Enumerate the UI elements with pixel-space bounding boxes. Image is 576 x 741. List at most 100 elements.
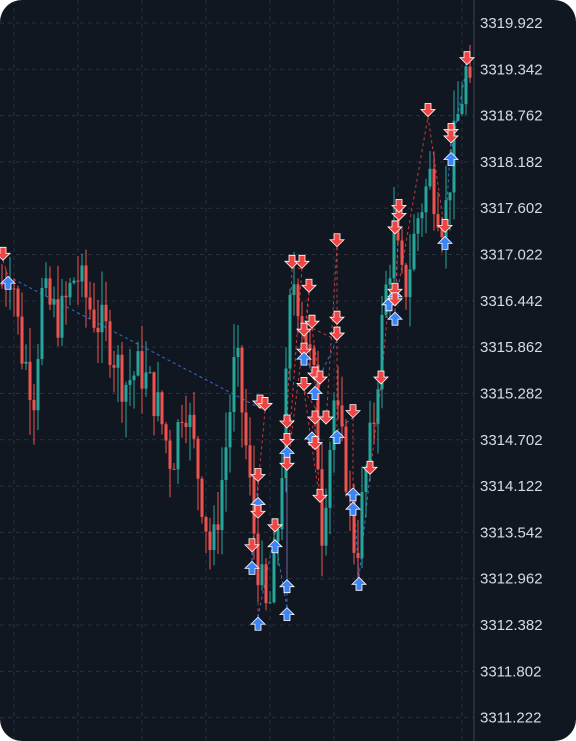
candle-body: [224, 447, 228, 480]
price-tick-label: 3315.282: [480, 385, 543, 402]
candle-body: [380, 314, 384, 390]
candle-body: [72, 280, 76, 283]
buy-arrow-icon: [351, 576, 367, 591]
candle-body: [52, 299, 56, 305]
candle-body: [148, 372, 152, 374]
candle-body: [252, 477, 256, 534]
candle-body: [268, 602, 272, 604]
buy-arrow-icon: [296, 351, 312, 366]
candle-body: [324, 507, 328, 546]
grid: [0, 0, 475, 741]
price-tick-label: 3313.542: [480, 524, 543, 541]
sell-arrow-icon: [420, 103, 436, 118]
candle-body: [420, 212, 424, 219]
sell-arrow-icon: [312, 488, 328, 503]
candle-body: [440, 227, 444, 238]
candle-body: [164, 424, 168, 441]
sell-arrow-icon: [312, 370, 328, 385]
candle-body: [260, 564, 264, 586]
candle-body: [240, 347, 244, 413]
sell-arrow-icon: [244, 538, 260, 553]
candle-body: [192, 414, 196, 439]
candle-body: [180, 422, 184, 424]
candle-body: [132, 375, 136, 381]
trade-markers: [0, 51, 475, 631]
candle-body: [208, 531, 212, 551]
sell-arrow-icon: [296, 377, 312, 392]
candle-body: [392, 220, 396, 279]
candle-body: [172, 468, 176, 470]
candle-body: [56, 299, 60, 338]
sell-arrow-icon: [329, 233, 345, 248]
candle-body: [288, 295, 292, 369]
buy-arrow-icon: [250, 616, 266, 631]
buy-arrow-icon: [244, 560, 260, 575]
candle-body: [60, 295, 64, 338]
candle-body: [412, 233, 416, 270]
sell-arrow-icon: [373, 370, 389, 385]
candle-body: [244, 412, 248, 446]
sell-arrow-icon: [362, 460, 378, 475]
candle-body: [184, 422, 188, 428]
candle-body: [220, 479, 224, 531]
candle-body: [456, 114, 460, 121]
trade-link: [444, 136, 452, 237]
trade-link: [427, 116, 446, 233]
candle-body: [292, 284, 296, 296]
candle-body: [144, 372, 148, 389]
candle-body: [160, 392, 164, 425]
candle-body: [352, 496, 356, 553]
sell-arrow-icon: [387, 292, 403, 307]
candle-body: [88, 297, 92, 310]
candle-body: [312, 348, 316, 365]
candle-body: [128, 380, 132, 385]
buy-arrow-icon: [387, 311, 403, 326]
candle-body: [360, 491, 364, 559]
candle-body: [344, 426, 348, 492]
price-tick-label: 3318.762: [480, 108, 543, 125]
candle-body: [388, 278, 392, 285]
sell-arrow-icon: [329, 310, 345, 325]
price-tick-label: 3311.802: [480, 663, 541, 680]
candle-body: [212, 524, 216, 551]
sell-arrow-icon: [301, 278, 317, 293]
price-tick-label: 3312.962: [480, 571, 543, 588]
buy-arrow-icon: [279, 607, 295, 622]
buy-arrow-icon: [345, 501, 361, 516]
candle-body: [404, 264, 408, 298]
price-tick-label: 3316.442: [480, 293, 543, 310]
sell-arrow-icon: [307, 410, 323, 425]
candle-body: [48, 278, 52, 305]
buy-arrow-icon: [267, 539, 283, 554]
sell-arrow-icon: [345, 404, 361, 419]
candle-body: [68, 282, 72, 298]
candle-body: [400, 240, 404, 265]
sell-arrow-icon: [284, 254, 300, 269]
candle-body: [156, 392, 160, 417]
sell-arrow-icon: [391, 198, 407, 213]
price-tick-label: 3319.342: [480, 61, 543, 78]
candle-body: [336, 400, 340, 406]
sell-arrow-icon: [250, 504, 266, 519]
price-tick-label: 3314.702: [480, 432, 543, 449]
trade-link: [2, 260, 9, 277]
candle-body: [96, 327, 100, 333]
sell-arrow-icon: [250, 468, 266, 483]
sell-arrow-icon: [329, 326, 345, 341]
candle-body: [372, 422, 376, 424]
trade-link: [286, 336, 305, 471]
candle-body: [340, 405, 344, 427]
candle-body: [188, 414, 192, 428]
sell-arrow-icon: [0, 246, 11, 261]
candle-body: [112, 364, 116, 368]
price-axis: 3319.922 3319.342 3318.762 3318.182 3317.602…: [480, 15, 543, 727]
candle-body: [308, 344, 312, 349]
buy-arrow-icon: [279, 579, 295, 594]
candle-body: [216, 524, 220, 531]
candle-body: [136, 351, 140, 376]
candle-body: [460, 104, 464, 115]
candle-body: [296, 284, 300, 317]
candle-body: [84, 265, 88, 298]
candle-body: [152, 372, 156, 417]
